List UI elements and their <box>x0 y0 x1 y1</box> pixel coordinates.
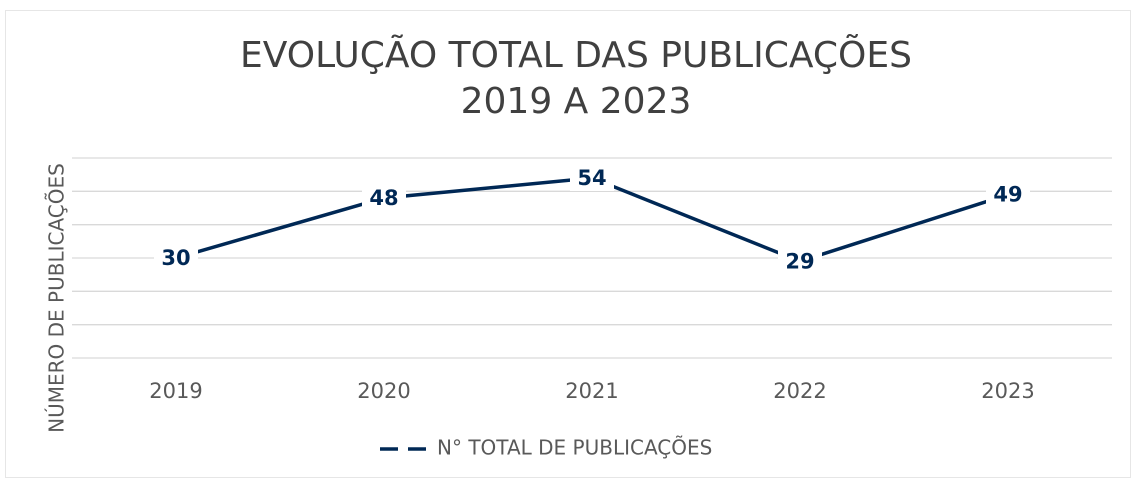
data-label-bg <box>778 248 822 275</box>
x-tick-label: 2022 <box>773 379 826 403</box>
x-tick-label: 2023 <box>981 379 1034 403</box>
chart-title: EVOLUÇÃO TOTAL DAS PUBLICAÇÕES <box>240 34 912 76</box>
data-label: 30 <box>161 246 190 270</box>
x-tick-label: 2019 <box>149 379 202 403</box>
y-axis-label: NÚMERO DE PUBLICAÇÕES <box>45 163 69 433</box>
data-label-bg <box>154 245 198 271</box>
x-tick-label: 2020 <box>357 379 410 403</box>
data-label: 29 <box>785 249 814 273</box>
data-label-bg <box>986 181 1030 208</box>
chart-title: 2019 A 2023 <box>461 81 692 122</box>
data-label: 48 <box>369 186 398 210</box>
data-label-bg <box>570 165 614 191</box>
data-label: 49 <box>993 183 1022 207</box>
data-label: 54 <box>577 166 606 190</box>
chart-frame <box>5 10 1131 478</box>
data-label-bg <box>362 185 406 211</box>
legend-label: N° TOTAL DE PUBLICAÇÕES <box>437 436 712 460</box>
x-tick-label: 2021 <box>565 379 618 403</box>
